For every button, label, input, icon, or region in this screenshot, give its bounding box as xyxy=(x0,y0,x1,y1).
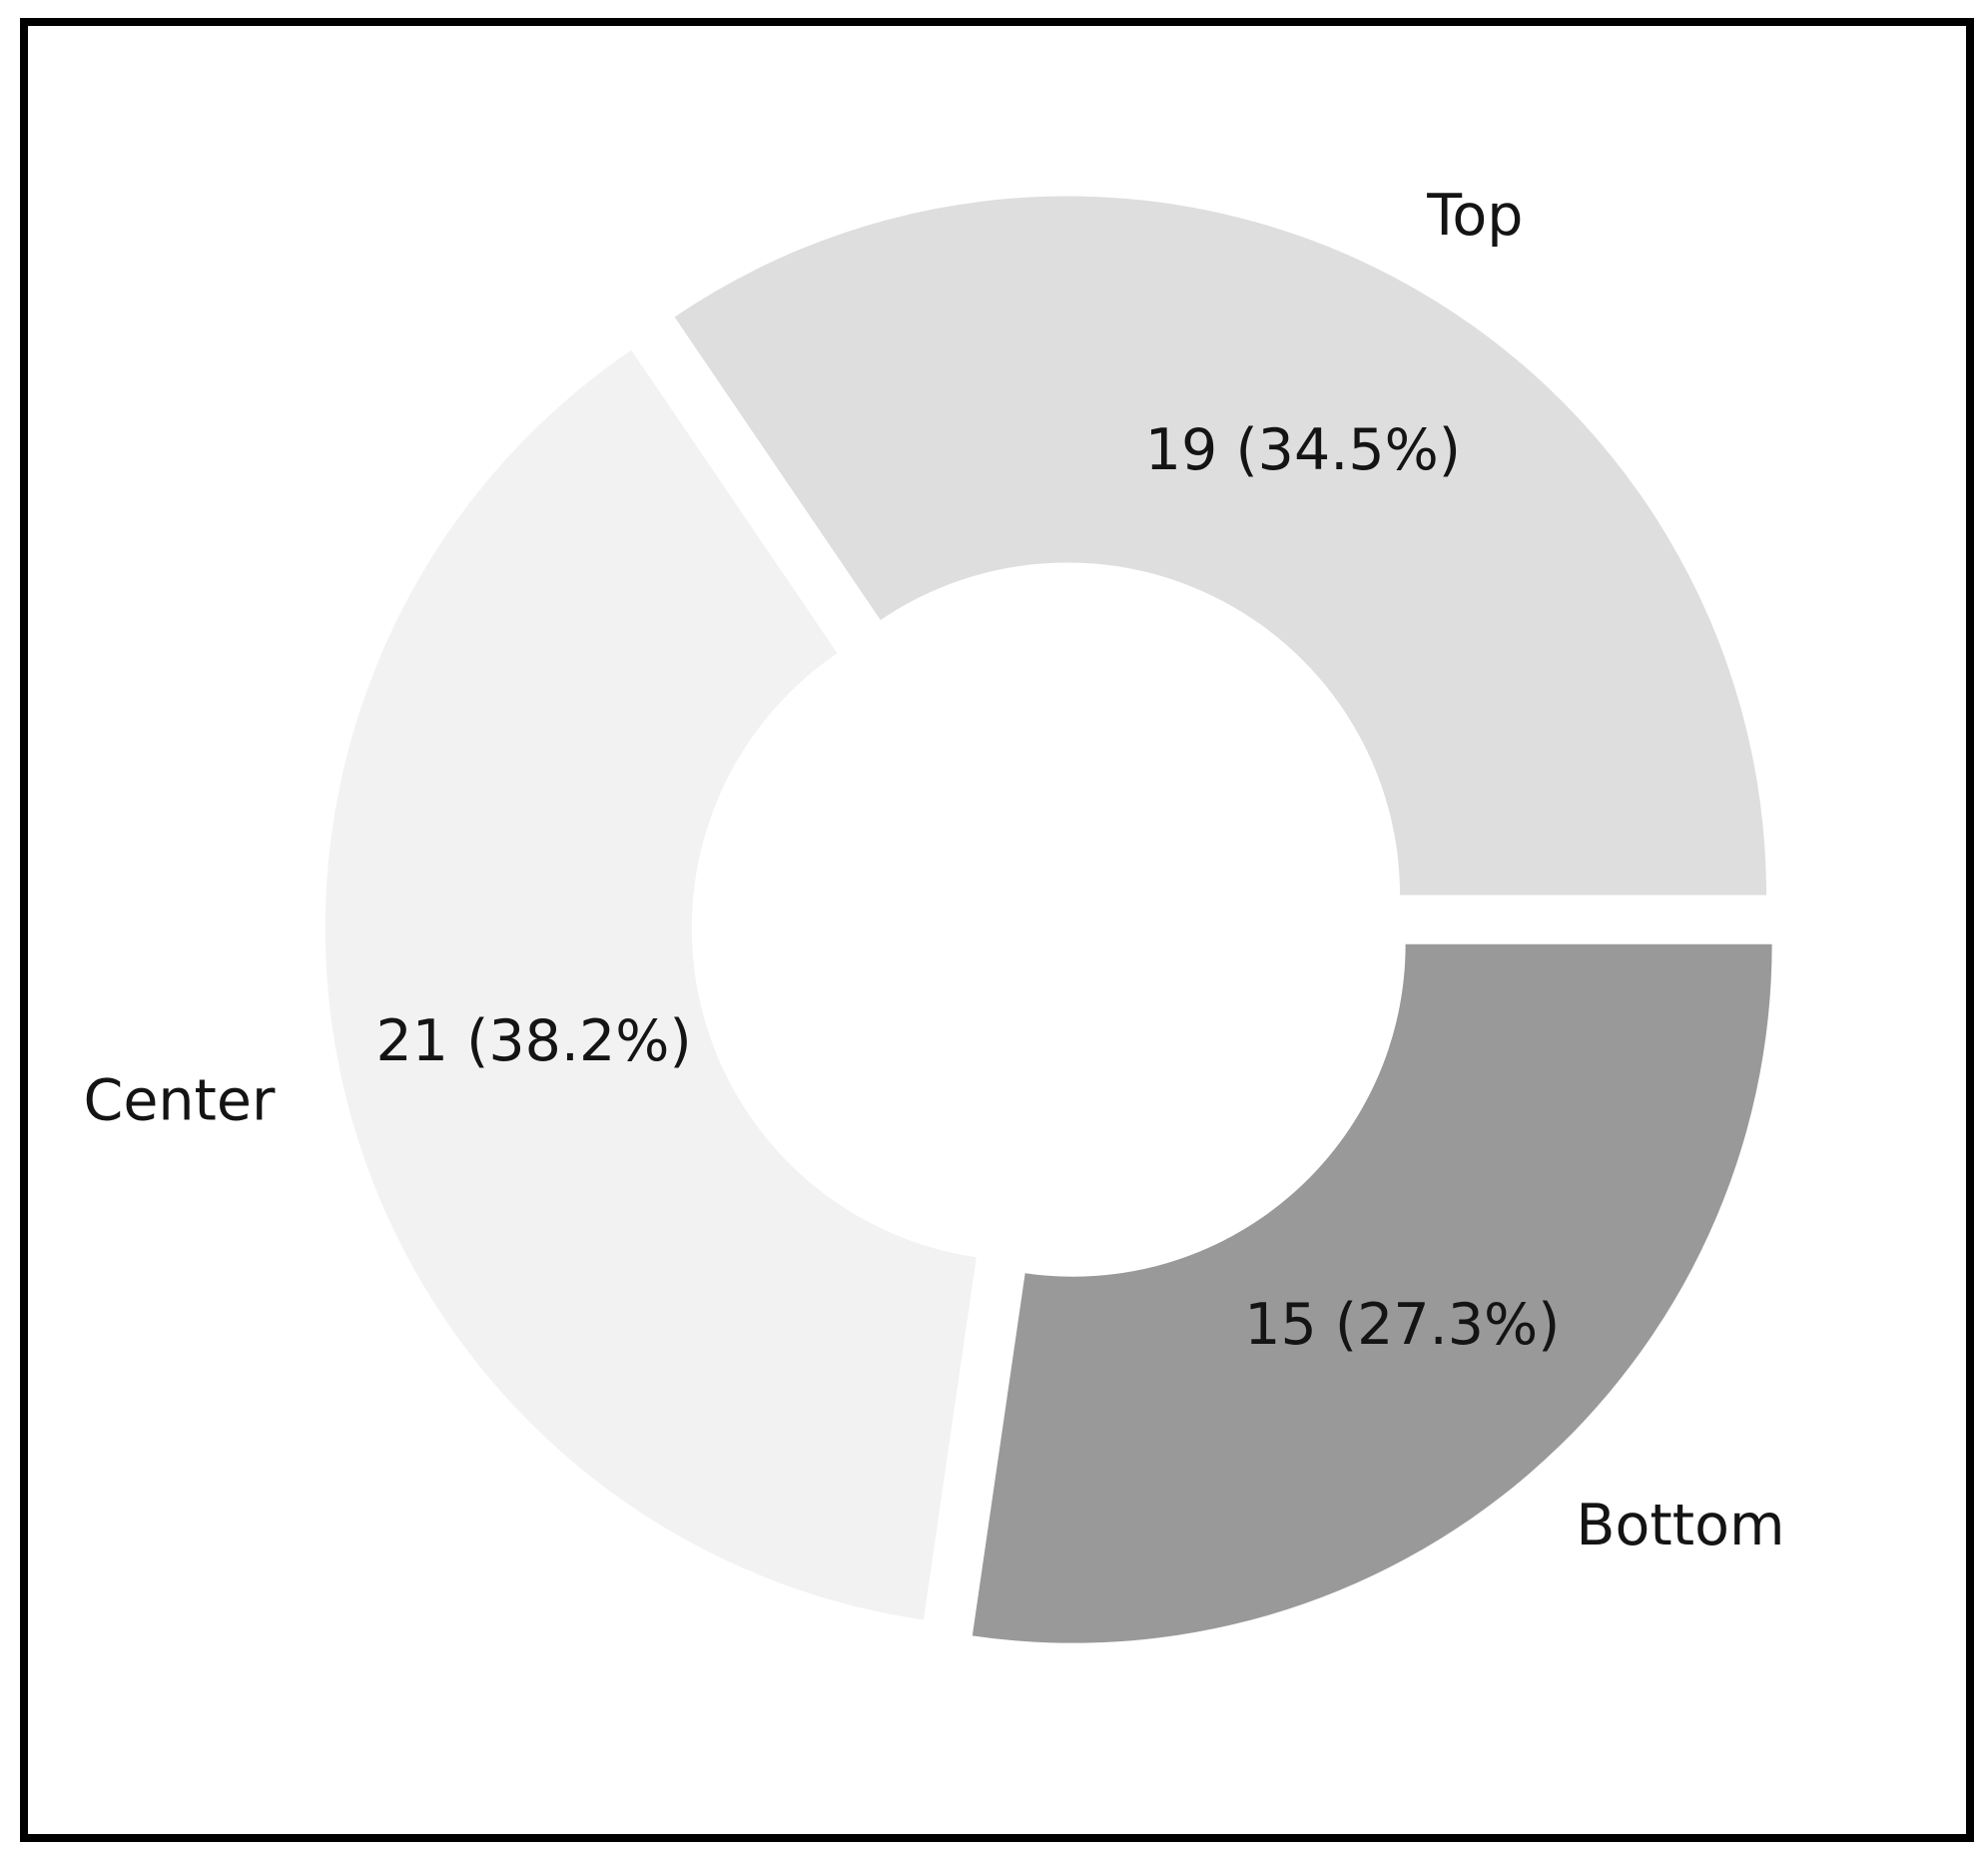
slice-value-center: 21 (38.2%) xyxy=(375,1008,691,1074)
pie-slice-bottom xyxy=(972,943,1772,1643)
pie-slice-center xyxy=(325,349,977,1620)
pie-slice-top xyxy=(674,196,1767,896)
slice-label-center: Center xyxy=(84,1067,276,1133)
donut-labels: 19 (34.5%) Top 21 (38.2%) Center 15 (27.3%) B… xyxy=(84,183,1785,1558)
slice-value-bottom: 15 (27.3%) xyxy=(1244,1292,1560,1358)
donut-slices xyxy=(325,196,1772,1643)
slice-label-bottom: Bottom xyxy=(1576,1493,1784,1558)
slice-label-top: Top xyxy=(1426,183,1523,249)
slice-value-top: 19 (34.5%) xyxy=(1145,417,1461,483)
